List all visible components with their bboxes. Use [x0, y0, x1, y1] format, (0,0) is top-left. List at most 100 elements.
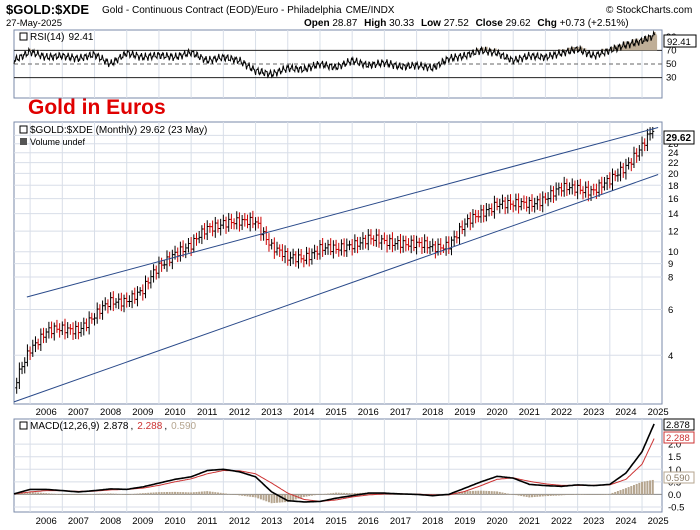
macd-hist-bar	[77, 494, 80, 495]
price-tick-26: 26	[668, 139, 679, 150]
price-xtick-2024: 2024	[615, 407, 636, 418]
price-bars	[15, 126, 655, 394]
macd-hist-bar	[536, 494, 539, 497]
macd-hist-bar	[490, 491, 493, 495]
symbol-title: $GOLD:$XDE	[6, 2, 89, 17]
rsi-legend-text: RSI(14) 92.41	[30, 32, 94, 43]
macd-hist-bar	[147, 492, 150, 495]
macd-xtick-2010: 2010	[164, 516, 185, 527]
macd-hist-bar	[214, 492, 217, 495]
macd-hist-bar	[461, 491, 464, 495]
macd-hist-bar	[90, 494, 93, 495]
price-grid	[14, 122, 662, 404]
macd-label: MACD(12,26,9)	[30, 421, 99, 432]
price-xtick-2022: 2022	[551, 407, 572, 418]
macd-hist-bar	[149, 492, 152, 495]
macd-hist-bar	[152, 492, 155, 495]
macd-hist-bar	[488, 491, 491, 495]
macd-tick-1.0: 1.0	[668, 465, 681, 476]
macd-hist-bar	[584, 494, 587, 495]
price-xtick-2007: 2007	[68, 407, 89, 418]
price-xtick-2010: 2010	[164, 407, 185, 418]
macd-hist-bar	[318, 494, 321, 495]
macd-hist-bar	[160, 492, 163, 495]
price-axis: 468910121416182022242628	[668, 131, 679, 362]
macd-hist-bar	[61, 494, 64, 495]
macd-hist-bar	[632, 484, 635, 495]
macd-hist-bar	[182, 492, 185, 495]
macd-hist-bar	[595, 494, 598, 495]
macd-hist-bar	[47, 493, 50, 495]
macd-xtick-2006: 2006	[36, 516, 57, 527]
macd-hist-bar	[614, 491, 617, 495]
macd-hist-bar	[603, 494, 606, 495]
macd-hist-bar	[139, 493, 142, 495]
macd-hist-bar	[598, 494, 601, 495]
hist-badge-text: 0.590	[666, 473, 690, 484]
macd-hist-bar	[329, 493, 332, 495]
rsi-last-badge: 92.41	[663, 34, 697, 48]
macd-hist-bar	[114, 493, 117, 495]
macd-hist-bar	[549, 494, 552, 496]
macd-x-axis: 2006 2007 2008 2009 2010 2011 2012 2013 2014 2015…	[36, 516, 669, 527]
open-label: Open	[304, 18, 330, 29]
macd-hist-bar	[208, 491, 211, 495]
macd-hist-bar	[109, 493, 112, 495]
price-xtick-2020: 2020	[487, 407, 508, 418]
signal-badge-box	[663, 431, 695, 444]
price-tick-24: 24	[668, 148, 679, 159]
price-tick-9: 9	[668, 259, 673, 270]
macd-hist-bar	[216, 492, 219, 495]
macd-hist-bar	[270, 494, 273, 504]
macd-hist-bar	[82, 494, 85, 495]
macd-hist-bar	[72, 494, 75, 495]
macd-hist-bar	[643, 481, 646, 495]
macd-hist-bar	[219, 492, 222, 495]
macd-hist-bar	[517, 494, 520, 496]
chg-value: +0.73 (+2.51%)	[560, 18, 629, 29]
macd-hist-bar	[176, 491, 179, 495]
macd-hist-bar	[294, 494, 297, 500]
macd-hist-bar	[195, 491, 198, 495]
macd-hist-bar	[66, 494, 69, 495]
macd-hist-bar	[144, 492, 147, 495]
macd-hist-bar	[85, 494, 88, 495]
macd-hist-bar	[254, 494, 257, 498]
close-label: Close	[476, 18, 504, 29]
macd-hist-value: 0.590	[171, 421, 196, 432]
macd-hist-bar	[45, 493, 48, 495]
macd-hist-bar	[547, 494, 550, 497]
macd-hist-bar	[58, 494, 61, 495]
price-xtick-2011: 2011	[197, 407, 217, 418]
macd-hist-bar	[21, 493, 24, 495]
macd-hist-bar	[557, 494, 560, 496]
macd-hist-bar	[141, 493, 144, 495]
price-tick-22: 22	[668, 158, 679, 169]
macd-hist-bar	[26, 492, 29, 495]
macd-hist-bar	[622, 489, 625, 495]
macd-xtick-2015: 2015	[325, 516, 346, 527]
price-x-axis: 2006 2007 2008 2009 2010 2011 2012 2013 2014 2015…	[36, 407, 669, 418]
macd-hist-bar	[356, 492, 359, 495]
macd-hist-bar	[300, 494, 303, 498]
macd-hist-bar	[98, 493, 101, 495]
price-xtick-2008: 2008	[100, 407, 121, 418]
macd-hist-bar	[284, 494, 287, 503]
macd-hist-bar	[608, 493, 611, 495]
macd-xtick-2012: 2012	[229, 516, 250, 527]
macd-hist-bar	[619, 490, 622, 495]
macd-badge-text: 2.878	[666, 420, 690, 431]
macd-hist-bar	[179, 492, 182, 495]
macd-hist-bar	[106, 493, 109, 495]
macd-hist-bar	[69, 494, 72, 495]
macd-hist-bar	[646, 480, 649, 495]
macd-hist-bar	[520, 494, 523, 497]
macd-hist-bar	[504, 493, 507, 495]
macd-legend: MACD(12,26,9) 2.878, 2.288, 0.590	[19, 421, 197, 432]
macd-hist-bar	[211, 491, 214, 495]
macd-hist-bar	[112, 493, 115, 495]
macd-hist-bar	[555, 494, 558, 496]
macd-hist-bar	[458, 492, 461, 495]
price-tick-4: 4	[668, 351, 673, 362]
macd-hist-bar	[606, 494, 609, 495]
